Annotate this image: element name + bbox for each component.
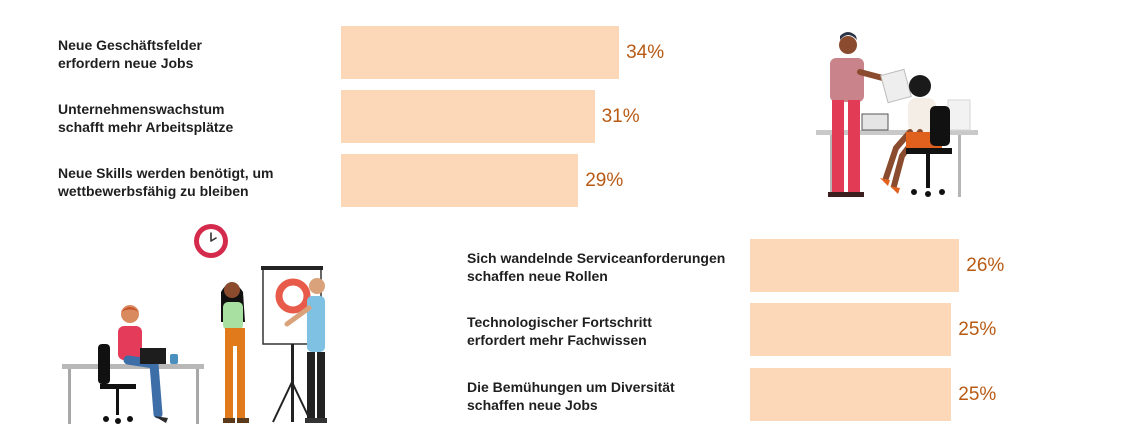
category-label-line: wettbewerbsfähig zu bleiben [58, 183, 249, 199]
bar [341, 154, 579, 207]
category-label-line: Technologischer Fortschritt [467, 314, 652, 330]
bar-value-label: 25% [958, 384, 997, 405]
bar-value-label: 31% [601, 106, 640, 127]
bar [750, 303, 952, 356]
category-label-line: schafft mehr Arbeitsplätze [58, 119, 234, 135]
wall-clock-icon [194, 224, 228, 258]
category-label: Neue Skills werden benötigt, um wettbewer… [58, 164, 273, 200]
category-label: Neue Geschäftsfelder erfordern neue Jobs [58, 36, 202, 72]
bar-value-label: 29% [585, 170, 624, 191]
bar [750, 239, 960, 292]
bar-value-label: 34% [626, 42, 665, 63]
category-label-line: Sich wandelnde Serviceanforderungen [467, 250, 726, 266]
people-reviewing-documents-icon [816, 32, 978, 197]
category-label-line: Die Bemühungen um Diversität [467, 379, 675, 395]
category-label: Die Bemühungen um Diversität schaffen neu… [467, 378, 675, 414]
category-label-line: Neue Skills werden benötigt, um [58, 165, 274, 181]
people-at-flipchart-icon [221, 266, 327, 423]
category-label-line: Unternehmenswachstum [58, 101, 225, 117]
bar-value-label: 26% [966, 255, 1005, 276]
bar [341, 26, 620, 79]
category-label-line: schaffen neue Rollen [467, 268, 608, 284]
bar-value-label: 25% [958, 319, 997, 340]
person-at-laptop-icon [62, 305, 204, 424]
category-label: Technologischer Fortschritt erfordert meh… [467, 313, 652, 349]
bar [341, 90, 595, 143]
category-label-line: Neue Geschäftsfelder [58, 37, 202, 53]
category-label-line: erfordern neue Jobs [58, 55, 194, 71]
category-label-line: schaffen neue Jobs [467, 397, 598, 413]
category-label-line: erfordert mehr Fachwissen [467, 332, 647, 348]
category-label: Sich wandelnde Serviceanforderungen schaf… [467, 249, 725, 285]
category-label: Unternehmenswachstum schafft mehr Arbeits… [58, 100, 233, 136]
bar [750, 368, 952, 421]
